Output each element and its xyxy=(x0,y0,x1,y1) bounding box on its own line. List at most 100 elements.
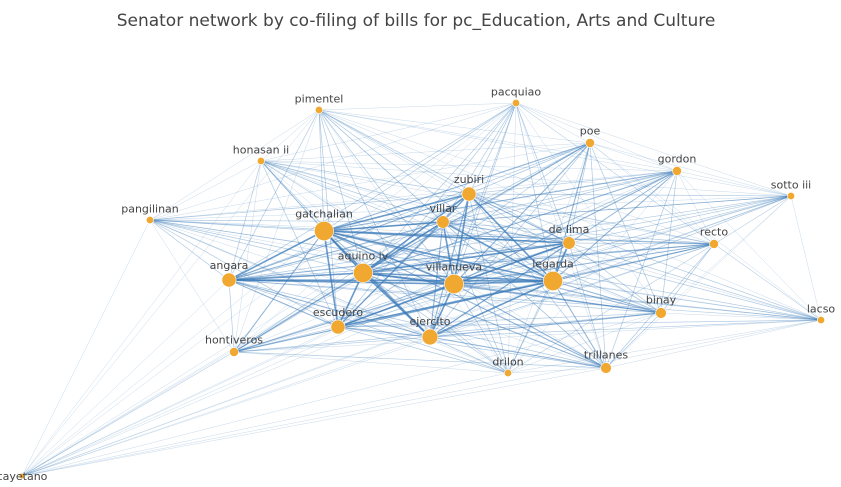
edge-zubiri-lacso xyxy=(468,193,822,321)
edge-drilon-trillanes xyxy=(507,367,607,374)
node-villar[interactable] xyxy=(436,215,450,229)
edge-lacso-escudero xyxy=(337,319,822,328)
edge-hontiveros-cayetano xyxy=(21,351,235,477)
edge-delima-drilon xyxy=(507,242,570,374)
node-gordon[interactable] xyxy=(672,166,682,176)
edge-villar-ejercito xyxy=(429,221,444,338)
node-escudero[interactable] xyxy=(330,319,346,335)
node-honasan[interactable] xyxy=(256,157,265,166)
edge-pimentel-hontiveros xyxy=(233,109,320,353)
node-pimentel[interactable] xyxy=(314,106,323,115)
edge-sotto-trillanes xyxy=(605,195,792,369)
node-hontiveros[interactable] xyxy=(229,347,239,357)
edge-poe-lacso xyxy=(589,142,822,321)
edge-gordon-hontiveros xyxy=(233,170,678,353)
edge-angara-escudero xyxy=(228,279,339,328)
edge-pacquiao-zubiri xyxy=(468,102,517,195)
edge-villar-angara xyxy=(228,221,444,281)
edge-pacquiao-recto xyxy=(515,102,715,245)
node-trillanes[interactable] xyxy=(600,362,612,374)
edge-sotto-hontiveros xyxy=(233,195,792,353)
edge-gatchalian-villar xyxy=(323,221,444,232)
node-delima[interactable] xyxy=(562,236,576,250)
node-label-poe: poe xyxy=(580,124,601,137)
edge-sotto-recto xyxy=(713,195,792,245)
edge-poe-sotto xyxy=(589,142,792,197)
edge-binay-lacso xyxy=(660,312,822,321)
edge-pacquiao-ejercito xyxy=(429,102,517,338)
edge-gatchalian-delima xyxy=(323,230,570,244)
edge-poe-angara xyxy=(228,142,591,281)
node-zubiri[interactable] xyxy=(461,186,477,202)
node-binay[interactable] xyxy=(655,307,667,319)
edge-recto-cayetano xyxy=(21,243,715,477)
edge-recto-villanueva xyxy=(453,243,715,285)
edge-poe-escudero xyxy=(337,142,591,328)
edge-zubiri-aquino xyxy=(362,193,470,274)
node-angara[interactable] xyxy=(221,272,237,288)
node-label-delima: de lima xyxy=(549,223,590,236)
edge-villanueva-drilon xyxy=(453,283,509,374)
edge-gatchalian-cayetano xyxy=(21,230,325,477)
edge-aquino-trillanes xyxy=(362,272,607,369)
chart-title: Senator network by co-filing of bills fo… xyxy=(117,11,716,31)
node-label-escudero: escudero xyxy=(313,306,364,319)
edge-recto-trillanes xyxy=(605,243,715,369)
edge-sotto-legarda xyxy=(552,195,792,282)
edge-poe-pangilinan xyxy=(149,142,591,221)
edge-honasan-drilon xyxy=(260,160,509,374)
node-pacquiao[interactable] xyxy=(511,99,520,108)
edge-gordon-aquino xyxy=(362,170,678,274)
node-aquino[interactable] xyxy=(353,263,373,283)
edge-pacquiao-villanueva xyxy=(453,102,517,285)
node-villanueva[interactable] xyxy=(444,274,464,294)
edge-poe-aquino xyxy=(362,142,591,274)
node-legarda[interactable] xyxy=(543,271,563,291)
node-poe[interactable] xyxy=(585,138,595,148)
edge-pimentel-sotto xyxy=(318,109,792,197)
node-lacso[interactable] xyxy=(816,315,825,324)
edge-pimentel-honasan xyxy=(260,109,320,162)
edge-recto-legarda xyxy=(552,243,715,282)
edge-sotto-villanueva xyxy=(453,195,792,285)
edge-zubiri-gatchalian xyxy=(323,193,470,232)
node-label-villanueva: villanueva xyxy=(426,260,482,273)
edge-gatchalian-binay xyxy=(323,230,662,314)
edge-pacquiao-gatchalian xyxy=(323,102,517,232)
edge-honasan-trillanes xyxy=(260,160,607,369)
edge-delima-trillanes xyxy=(568,242,607,369)
edge-pimentel-gordon xyxy=(318,109,678,172)
edge-hontiveros-drilon xyxy=(233,351,509,374)
edge-sotto-escudero xyxy=(337,195,792,328)
edge-layer xyxy=(21,102,822,477)
edge-binay-hontiveros xyxy=(233,312,662,353)
edge-pacquiao-villar xyxy=(442,102,517,223)
node-label-drilon: drilon xyxy=(492,355,523,368)
node-ejercito[interactable] xyxy=(421,328,439,346)
node-label-pimentel: pimentel xyxy=(295,92,344,105)
node-recto[interactable] xyxy=(709,239,719,249)
edge-escudero-trillanes xyxy=(337,326,607,369)
node-cayetano[interactable] xyxy=(18,472,26,480)
node-drilon[interactable] xyxy=(503,368,512,377)
node-gatchalian[interactable] xyxy=(314,221,334,241)
edge-pimentel-binay xyxy=(318,109,662,314)
edge-escudero-drilon xyxy=(337,326,509,374)
edge-pimentel-poe xyxy=(318,109,591,144)
edge-pangilinan-villar xyxy=(149,219,444,223)
edge-lacso-hontiveros xyxy=(233,319,822,353)
edge-gatchalian-drilon xyxy=(323,230,509,374)
node-label-gordon: gordon xyxy=(658,152,697,165)
edge-zubiri-cayetano xyxy=(21,193,470,477)
edge-pangilinan-escudero xyxy=(149,219,339,328)
edge-ejercito-cayetano xyxy=(21,336,431,477)
edge-aquino-cayetano xyxy=(21,272,364,477)
edge-pangilinan-cayetano xyxy=(21,219,151,477)
edge-angara-binay xyxy=(228,279,662,314)
edge-legarda-binay xyxy=(552,280,662,314)
edge-ejercito-trillanes xyxy=(429,336,607,369)
node-pangilinan[interactable] xyxy=(146,216,155,225)
node-sotto[interactable] xyxy=(786,192,795,201)
